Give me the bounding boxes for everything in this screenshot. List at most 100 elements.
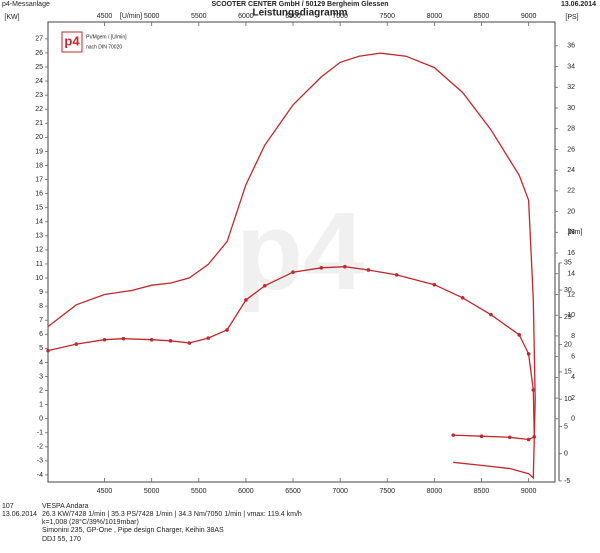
x-tick-label: 5500 [191, 488, 207, 495]
x-tick-label: 6500 [285, 488, 301, 495]
series-marker [526, 352, 531, 356]
y-tick-label: 10 [35, 275, 43, 282]
y2-tick-label: 16 [567, 250, 575, 257]
series-marker [187, 341, 192, 345]
x-axis-label: [U/min] [120, 13, 142, 20]
x-tick-label: 8000 [427, 488, 443, 495]
x-tick-label: 7000 [332, 13, 348, 20]
y-tick-label: 27 [35, 36, 43, 43]
y-tick-label: 16 [35, 190, 43, 197]
series-marker [244, 298, 248, 302]
y2-tick-label: 6 [571, 353, 575, 360]
series-marker [366, 268, 371, 272]
series-marker [489, 312, 493, 317]
y2-tick-label: 32 [567, 84, 575, 91]
y-tick-label: 7 [39, 317, 43, 324]
y-axis-label: [KW] [4, 14, 19, 21]
y-tick-label: 18 [35, 162, 43, 169]
y-tick-label: 2 [39, 387, 43, 394]
x-tick-label: 8000 [427, 13, 443, 20]
series-marker [343, 264, 347, 269]
y-tick-label: 0 [39, 416, 43, 423]
y-tick-label: 23 [35, 92, 43, 99]
y3-tick-label: 25 [564, 314, 572, 321]
y2-tick-label: 22 [567, 188, 575, 195]
series-marker [74, 342, 79, 346]
y3-tick-label: 0 [564, 451, 568, 458]
legend-line: PVMgem / [U/min] [86, 34, 127, 40]
series-marker [451, 433, 456, 437]
x-tick-label: 4500 [97, 13, 113, 20]
series-marker [531, 388, 536, 392]
series-marker [46, 348, 50, 353]
y2-tick-label: 4 [571, 374, 575, 381]
y-tick-label: 19 [35, 148, 43, 155]
series-marker [121, 336, 126, 341]
series-marker [262, 283, 267, 288]
y-tick-label: 11 [36, 261, 43, 268]
y-tick-label: 5 [39, 345, 43, 352]
y3-axis-label: [Nm] [568, 229, 583, 236]
series-marker [479, 434, 484, 439]
y2-tick-label: 8 [571, 333, 575, 340]
series-marker [291, 270, 295, 274]
footer-result: 26.3 KW/7428 1/min | 35.3 PS/7428 1/min … [42, 511, 302, 518]
series-marker [460, 295, 465, 300]
y-tick-label: 22 [35, 106, 43, 113]
y2-tick-label: 26 [567, 146, 575, 153]
x-tick-label: 7500 [379, 13, 395, 20]
y-tick-label: 20 [35, 134, 43, 141]
y3-tick-label: -5 [564, 478, 570, 485]
series-marker [507, 435, 512, 440]
y2-tick-label: 34 [567, 63, 575, 70]
x-tick-label: 8500 [474, 13, 490, 20]
legend-line: nach DIN 70020 [86, 44, 122, 50]
y-tick-label: 26 [35, 50, 43, 57]
y-tick-label: -4 [37, 472, 43, 479]
y-tick-label: 6 [39, 331, 43, 338]
y-tick-label: 24 [35, 78, 43, 85]
y-tick-label: -3 [37, 458, 43, 465]
footer-date: 13.06.2014 [2, 511, 37, 518]
series-marker [206, 336, 211, 340]
x-tick-label: 7500 [379, 488, 395, 495]
x-tick-label: 6000 [238, 13, 254, 20]
y-tick-label: 12 [35, 247, 43, 254]
y3-tick-label: 10 [564, 396, 572, 403]
y-tick-label: 9 [39, 289, 43, 296]
header-center: SCOOTER CENTER GmbH / 50129 Bergheim Gle… [212, 1, 389, 8]
y2-tick-label: 10 [567, 312, 575, 319]
y3-tick-label: 35 [564, 260, 572, 267]
series-marker [394, 273, 399, 277]
y-tick-label: 21 [35, 120, 43, 127]
logo-box [61, 31, 83, 53]
y2-tick-label: 36 [567, 43, 575, 50]
series-marker [168, 339, 173, 343]
x-tick-label: 5000 [144, 488, 160, 495]
footer-jets: DDJ 55, 170 [42, 536, 81, 543]
y2-tick-label: 18 [567, 229, 575, 236]
header-left: p4-Messanlage [2, 1, 50, 8]
series-marker [225, 328, 229, 332]
x-tick-label: 9000 [521, 488, 537, 495]
series-marker [432, 282, 437, 287]
y2-tick-label: 28 [567, 126, 575, 133]
footer-id: 107 [2, 503, 14, 510]
footer-setup: Simonini 235, GP-One , Pipe design Charg… [42, 527, 224, 534]
x-tick-label: 9000 [521, 13, 537, 20]
y3-tick-label: 5 [564, 423, 568, 430]
watermark: p4 [236, 190, 364, 313]
y2-tick-label: 12 [567, 291, 575, 298]
series-marker [102, 337, 107, 342]
y2-tick-label: 24 [567, 167, 575, 174]
y3-tick-label: 20 [564, 341, 572, 348]
series-marker [517, 333, 521, 337]
x-tick-label: 8500 [474, 488, 490, 495]
y-tick-label: 14 [35, 219, 43, 226]
y-tick-label: 17 [35, 176, 43, 183]
footer-conditions: k=1,008 (28°C/39%/1019mbar) [42, 518, 139, 526]
x-tick-label: 6500 [285, 13, 301, 20]
y2-tick-label: 0 [571, 416, 575, 423]
x-tick-label: 7000 [332, 488, 348, 495]
y2-tick-label: 20 [567, 208, 575, 215]
